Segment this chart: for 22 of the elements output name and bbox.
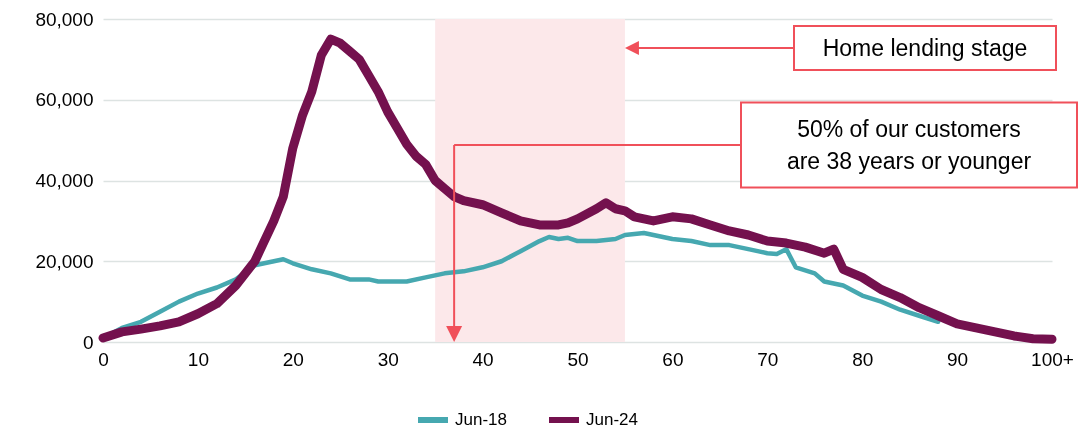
callout-box: Home lending stage bbox=[793, 25, 1057, 71]
x-tick-label: 40 bbox=[472, 348, 494, 370]
x-tick-label: 70 bbox=[757, 348, 779, 370]
y-tick-label: 20,000 bbox=[35, 250, 94, 272]
legend-label: Jun-24 bbox=[586, 410, 638, 425]
x-tick-label: 100+ bbox=[1031, 348, 1074, 370]
x-tick-label: 50 bbox=[567, 348, 589, 370]
y-tick-label: 80,000 bbox=[35, 8, 94, 30]
annotation: 50% of our customers are 38 years or younger bbox=[786, 116, 1032, 174]
x-tick-label: 20 bbox=[282, 348, 304, 370]
x-tick-label: 10 bbox=[187, 348, 209, 370]
y-tick-label: 0 bbox=[82, 331, 94, 353]
callout-box: 50% of our customers are 38 years or younger bbox=[740, 101, 1078, 189]
x-tick-label: 80 bbox=[852, 348, 874, 370]
annotation: Home lending stage bbox=[822, 35, 1028, 61]
y-tick-label: 40,000 bbox=[35, 170, 94, 191]
x-tick-label: 30 bbox=[377, 348, 399, 370]
legend-label: Jun-18 bbox=[455, 410, 507, 425]
y-tick-label: 60,000 bbox=[35, 89, 94, 111]
x-tick-label: 90 bbox=[947, 348, 969, 370]
x-tick-label: 0 bbox=[98, 348, 109, 370]
x-tick-label: 60 bbox=[662, 348, 684, 370]
